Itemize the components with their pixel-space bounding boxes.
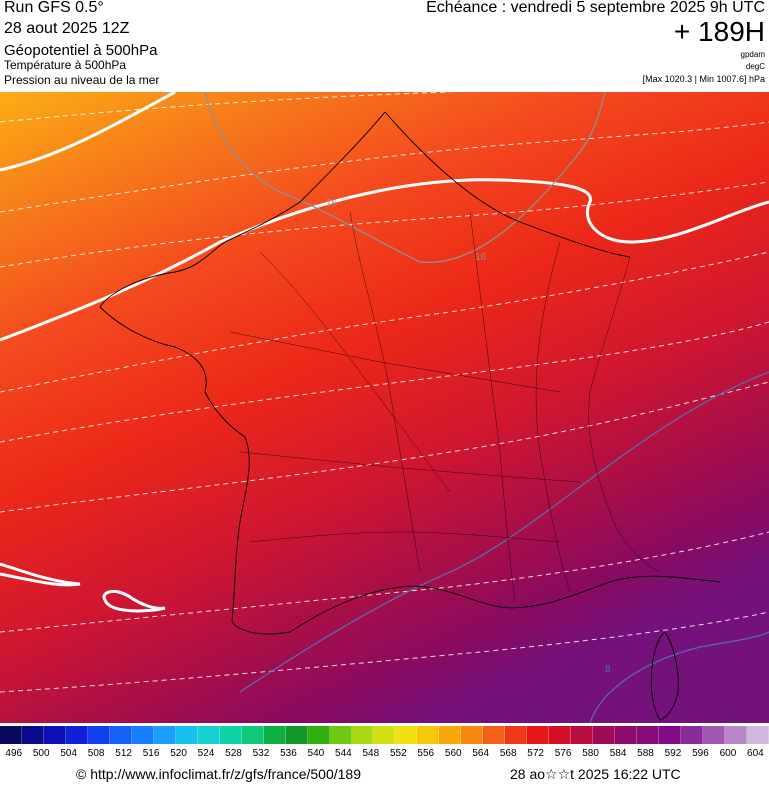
- color-swatch: [351, 726, 374, 744]
- color-swatch: [21, 726, 44, 744]
- color-swatch: [241, 726, 264, 744]
- borders: [229, 211, 661, 603]
- color-swatch: [615, 726, 638, 744]
- color-swatch: [109, 726, 132, 744]
- color-swatch: [571, 726, 594, 744]
- scale-tick-label: 536: [280, 748, 297, 759]
- coastline: [99, 111, 721, 635]
- parameter-temperature: Température à 500hPa: [4, 58, 127, 72]
- color-swatch: [637, 726, 660, 744]
- color-swatch: [373, 726, 396, 744]
- scale-tick-label: 540: [307, 748, 325, 759]
- scale-tick-label: 580: [582, 748, 599, 759]
- temperature-isotherms: [0, 92, 769, 693]
- unit-degc: degC: [745, 62, 765, 71]
- color-swatch: [527, 726, 550, 744]
- color-swatch: [505, 726, 528, 744]
- pressure-isobars: [204, 92, 769, 723]
- color-swatch: [746, 726, 769, 744]
- scale-tick-label: 584: [609, 748, 627, 759]
- contour-label: 16: [475, 252, 487, 263]
- scale-tick-label: 548: [362, 748, 380, 759]
- color-swatch: [593, 726, 616, 744]
- contour-label: 8: [605, 664, 611, 675]
- scale-tick-label: 560: [444, 748, 462, 759]
- scale-tick-label: 504: [60, 748, 78, 759]
- color-swatch: [175, 726, 198, 744]
- color-swatch: [197, 726, 220, 744]
- color-swatch: [285, 726, 308, 744]
- scale-tick-label: 572: [527, 748, 544, 759]
- scale-tick-label: 520: [170, 748, 187, 759]
- color-swatch: [659, 726, 682, 744]
- color-scale: [0, 726, 769, 744]
- scale-tick-label: 604: [747, 748, 764, 759]
- scale-tick-label: 556: [417, 748, 435, 759]
- scale-tick-label: 544: [335, 748, 352, 759]
- color-swatch: [439, 726, 462, 744]
- scale-tick-label: 516: [142, 748, 160, 759]
- forecast-offset: + 189H: [673, 16, 765, 47]
- scale-tick-label: 524: [197, 748, 215, 759]
- contour-label: 16: [326, 198, 338, 209]
- scale-tick-label: 592: [664, 748, 682, 759]
- color-swatch: [131, 726, 154, 744]
- generated-timestamp: 28 ao☆☆t 2025 16:22 UTC: [510, 766, 681, 782]
- color-swatch: [219, 726, 242, 744]
- source-link[interactable]: © http://www.infoclimat.fr/z/gfs/france/…: [76, 766, 361, 782]
- scale-tick-label: 528: [225, 748, 242, 759]
- color-swatch: [461, 726, 484, 744]
- scale-tick-label: 500: [32, 748, 50, 759]
- color-swatch: [307, 726, 330, 744]
- scale-tick-label: 564: [472, 748, 490, 759]
- scale-tick-label: 596: [692, 748, 709, 759]
- corsica: [650, 631, 679, 721]
- pressure-range: [Max 1020.3 | Min 1007.6] hPa: [642, 74, 765, 84]
- color-swatch: [681, 726, 703, 744]
- scale-tick-label: 600: [719, 748, 737, 759]
- color-swatch: [724, 726, 747, 744]
- color-swatch: [43, 726, 66, 744]
- parameter-geopotential: Géopotentiel à 500hPa: [4, 42, 158, 59]
- weather-map[interactable]: 16 16 8: [0, 92, 769, 723]
- scale-tick-label: 552: [389, 748, 407, 759]
- unit-gpdam: gpdam: [740, 50, 765, 59]
- scale-tick-label: 568: [499, 748, 517, 759]
- parameter-pressure: Pression au niveau de la mer: [4, 73, 160, 87]
- run-label: Run GFS 0.5°: [4, 0, 104, 16]
- temperature-field: [0, 92, 769, 723]
- color-swatch: [153, 726, 176, 744]
- color-swatch: [0, 726, 22, 744]
- forecast-time: Echéance : vendredi 5 septembre 2025 9h …: [426, 0, 765, 16]
- color-swatch: [549, 726, 572, 744]
- color-swatch: [263, 726, 286, 744]
- color-swatch: [483, 726, 506, 744]
- run-date: 28 aout 2025 12Z: [4, 20, 130, 37]
- scale-tick-label: 588: [637, 748, 654, 759]
- color-swatch: [417, 726, 440, 744]
- scale-tick-label: 532: [252, 748, 270, 759]
- geopotential-contours: [0, 92, 769, 613]
- color-swatch: [395, 726, 418, 744]
- scale-tick-label: 508: [87, 748, 105, 759]
- scale-tick-label: 496: [5, 748, 23, 759]
- scale-tick-label: 512: [115, 748, 132, 759]
- color-scale-ticks: 496 500 504 508 512 516 520 524 528 532 536 540 544 5…: [0, 748, 769, 762]
- color-swatch: [703, 726, 725, 744]
- color-swatch: [329, 726, 352, 744]
- color-swatch: [87, 726, 110, 744]
- scale-tick-label: 576: [554, 748, 572, 759]
- color-swatch: [65, 726, 88, 744]
